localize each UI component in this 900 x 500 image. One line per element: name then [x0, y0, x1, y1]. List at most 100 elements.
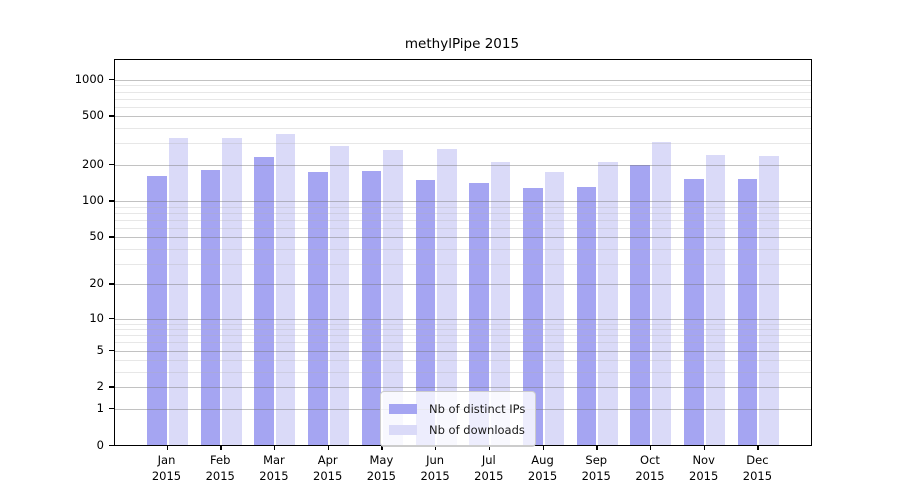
gridline-4 [115, 360, 811, 362]
x-tick-label-jul: Jul 2015 [474, 453, 504, 483]
bar-downloads-jun [437, 149, 457, 445]
x-tick-label-dec: Dec 2015 [742, 453, 773, 483]
bar-downloads-may [383, 149, 403, 445]
legend-label-downloads: Nb of downloads [429, 422, 525, 437]
gridline-900 [115, 85, 811, 87]
bar-downloads-feb [222, 137, 242, 445]
bar-downloads-oct [651, 142, 672, 445]
x-tick-mark-feb [220, 445, 222, 450]
y-tick-mark-50 [109, 236, 114, 238]
bar-distinct-ips-sep [576, 187, 597, 445]
gridline-1000 [115, 79, 811, 81]
y-tick-mark-5 [109, 349, 114, 352]
y-tick-mark-100 [109, 200, 114, 202]
gridline-60 [115, 227, 811, 229]
x-tick-label-may: May 2015 [366, 453, 397, 483]
x-tick-label-sep: Sep 2015 [581, 453, 611, 483]
x-tick-label-oct: Oct 2015 [635, 453, 665, 483]
gridline-600 [115, 106, 811, 108]
x-tick-label-jan: Jan 2015 [151, 453, 182, 483]
x-tick-label-mar: Mar 2015 [259, 453, 289, 483]
bar-distinct-ips-jul [469, 182, 489, 445]
bar-distinct-ips-apr [308, 171, 328, 445]
plot-area: Nb of distinct IPs Nb of downloads [114, 59, 812, 447]
x-tick-mark-mar [273, 445, 276, 450]
bar-downloads-mar [275, 134, 296, 445]
gridline-70 [115, 219, 811, 221]
y-tick-label-5: 5 [96, 342, 104, 357]
y-tick-label-50: 50 [89, 229, 104, 244]
legend-item-distinct-ips: Nb of distinct IPs [389, 398, 525, 419]
gridline-20 [115, 284, 811, 286]
x-tick-mark-aug [542, 445, 544, 450]
bar-downloads-jan [168, 138, 188, 445]
gridline-40 [115, 248, 811, 250]
gridline-100 [115, 201, 811, 203]
x-tick-label-aug: Aug 2015 [527, 453, 558, 483]
x-tick-mark-dec [757, 445, 759, 450]
y-tick-mark-1000 [109, 78, 114, 81]
y-tick-label-10: 10 [89, 310, 104, 325]
x-tick-mark-jan [166, 445, 168, 450]
y-tick-mark-20 [109, 283, 114, 285]
gridline-7 [115, 335, 811, 337]
x-tick-label-feb: Feb 2015 [205, 453, 235, 483]
chart-title: methylPipe 2015 [404, 36, 520, 52]
y-tick-label-100: 100 [82, 193, 104, 208]
gridline-80 [115, 212, 811, 214]
gridline-90 [115, 206, 811, 208]
y-tick-mark-200 [109, 163, 114, 166]
bar-distinct-ips-feb [200, 169, 221, 445]
y-tick-mark-1 [109, 407, 114, 410]
gridline-300 [115, 143, 811, 145]
bar-distinct-ips-nov [684, 178, 704, 445]
x-tick-mark-may [381, 445, 383, 450]
y-tick-label-1000: 1000 [74, 71, 104, 86]
gridline-6 [115, 342, 811, 344]
bar-downloads-dec [759, 155, 779, 445]
x-tick-mark-sep [596, 445, 598, 450]
gridline-500 [115, 116, 811, 118]
gridline-10 [115, 318, 811, 320]
bar-distinct-ips-oct [630, 164, 650, 445]
x-tick-mark-apr [327, 445, 330, 450]
y-tick-label-500: 500 [82, 108, 104, 123]
gridline-5 [115, 350, 811, 352]
y-tick-label-0: 0 [96, 437, 104, 452]
y-tick-label-20: 20 [89, 276, 104, 291]
legend: Nb of distinct IPs Nb of downloads [380, 391, 537, 447]
bar-distinct-ips-aug [523, 188, 543, 445]
gridline-50 [115, 237, 811, 239]
bar-downloads-nov [705, 154, 726, 445]
gridline-3 [115, 372, 811, 374]
gridline-700 [115, 98, 811, 100]
gridline-800 [115, 91, 811, 93]
x-tick-label-apr: Apr 2015 [313, 453, 343, 483]
bar-downloads-aug [544, 172, 565, 445]
legend-item-downloads: Nb of downloads [389, 419, 525, 440]
y-tick-mark-2 [109, 386, 114, 388]
y-tick-label-200: 200 [82, 156, 104, 171]
x-tick-mark-nov [703, 445, 706, 450]
y-tick-mark-0 [109, 444, 114, 446]
gridline-8 [115, 329, 811, 331]
x-tick-mark-jul [488, 445, 491, 450]
gridline-200 [115, 164, 811, 166]
gridline-400 [115, 128, 811, 130]
bar-distinct-ips-mar [254, 156, 274, 445]
bar-distinct-ips-dec [737, 179, 758, 445]
gridline-2 [115, 387, 811, 389]
y-tick-mark-500 [109, 115, 114, 117]
y-tick-mark-10 [109, 317, 114, 319]
bar-downloads-apr [329, 145, 350, 445]
gridline-30 [115, 263, 811, 265]
bar-distinct-ips-jun [415, 179, 436, 445]
bar-downloads-jul [490, 161, 511, 445]
x-tick-mark-oct [649, 445, 652, 450]
y-tick-label-1: 1 [96, 400, 104, 415]
legend-swatch-distinct-ips [389, 403, 417, 414]
gridline-9 [115, 323, 811, 325]
bar-downloads-sep [598, 161, 618, 445]
y-tick-label-2: 2 [96, 379, 104, 394]
